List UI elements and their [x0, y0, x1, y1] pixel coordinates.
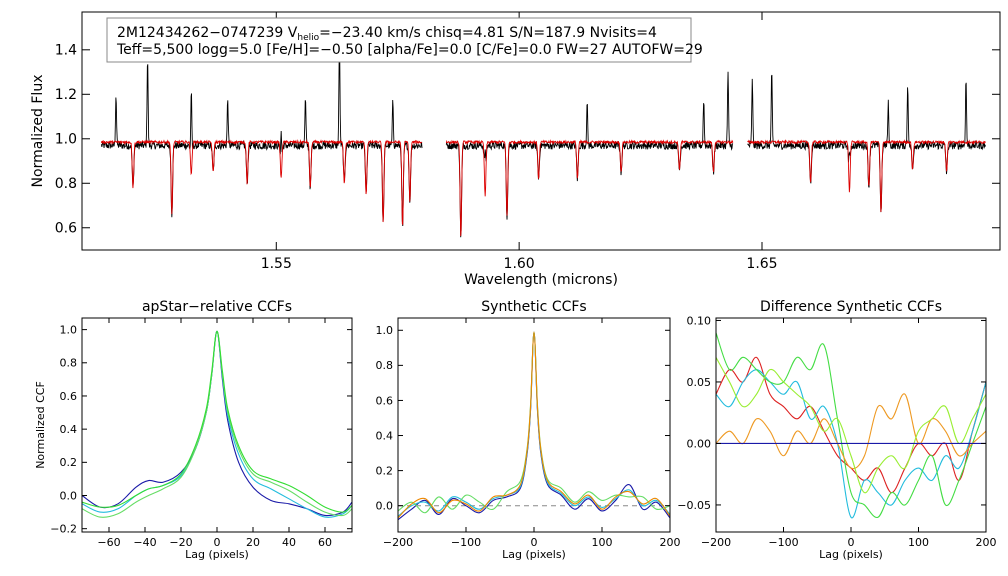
synthetic-ccf-xtick-label: 200 [660, 536, 681, 549]
apstar-ccf-series-visit-2 [82, 330, 352, 518]
difference-ccf-series-visit-3 [716, 332, 986, 519]
apstar-ccf-ylabel: Normalized CCF [34, 381, 47, 469]
synthetic-ccf-title: Synthetic CCFs [481, 299, 586, 315]
apstar-ccf-ytick-label: 0.0 [60, 489, 78, 502]
synthetic-ccf-ytick-label: 0.6 [376, 394, 394, 407]
difference-ccf-title: Difference Synthetic CCFs [760, 299, 942, 315]
spectrum-ytick-label: 0.6 [55, 221, 77, 237]
spectrum-xtick-label: 1.65 [746, 256, 777, 272]
apstar-ccf-ytick-label: 0.8 [60, 357, 78, 370]
difference-ccf-xtick-label: −100 [768, 536, 798, 549]
apstar-ccf-title: apStar−relative CCFs [142, 299, 292, 315]
difference-ccf-series-visit-5 [716, 357, 986, 494]
spectrum-xtick-label: 1.55 [261, 256, 292, 272]
synthetic-ccf-xtick-label: −200 [383, 536, 413, 549]
spectrum-series-synthetic-model [100, 139, 986, 237]
apstar-ccf-xlabel: Lag (pixels) [185, 548, 249, 561]
synthetic-ccf-xtick-label: 0 [531, 536, 538, 549]
apstar-ccf-xtick-label: −60 [97, 536, 120, 549]
spectrum-ylabel: Normalized Flux [30, 75, 46, 188]
spectrum-xlabel: Wavelength (microns) [464, 272, 618, 288]
apstar-ccf-xtick-label: 0 [214, 536, 221, 549]
spectrum-panel: 1.55 1.60 1.65 0.6 0.8 1.0 1.2 1.4 Wavelength (m… [30, 11, 1001, 288]
spectrum-ytick-label: 1.2 [55, 87, 77, 103]
synthetic-ccf-series-visit-2 [398, 331, 670, 517]
difference-ccf-data [716, 332, 986, 519]
difference-ccf-xtick-label: 100 [908, 536, 929, 549]
info-line-2: Teff=5,500 logg=5.0 [Fe/H]=−0.50 [alpha/… [116, 42, 703, 58]
vhelio-subscript: helio [297, 33, 319, 43]
synthetic-ccf-axes-frame [397, 317, 671, 533]
spectrum-series-observed [100, 37, 986, 238]
difference-ccf-xtick-label: −200 [701, 536, 731, 549]
difference-ccf-series-visit-2 [716, 369, 986, 519]
stats-text: =−23.40 km/s chisq=4.81 S/N=187.9 Nvisit… [319, 25, 657, 41]
apstar-ccf-ytick-label: 0.6 [60, 390, 78, 403]
difference-ccf-axes-frame [715, 317, 987, 533]
synthetic-ccf-ytick-label: 0.4 [376, 429, 394, 442]
spectrum-xtick-label: 1.60 [504, 256, 535, 272]
apstar-ccf-ytick-label: 0.4 [60, 423, 78, 436]
synthetic-ccf-ytick-label: 0.0 [376, 500, 394, 513]
difference-ccf-ytick-label: −0.05 [677, 499, 711, 512]
synthetic-ccf-xtick-label: 100 [592, 536, 613, 549]
apstar-ccf-ytick-label: 1.0 [60, 323, 78, 336]
synthetic-ccf-data [398, 331, 670, 521]
apstar-ccf-ytick-label: 0.2 [60, 456, 78, 469]
synthetic-ccf-ytick-label: 0.2 [376, 464, 394, 477]
synthetic-ccf-xtick-label: −100 [451, 536, 481, 549]
synthetic-ccf-series-visit-4 [398, 331, 670, 519]
synthetic-ccf-ytick-label: 0.8 [376, 359, 394, 372]
apstar-ccf-data [82, 330, 352, 518]
difference-ccf-series-visit-1 [716, 356, 986, 494]
spectrum-ytick-label: 1.4 [55, 43, 77, 59]
difference-ccf-ytick-label: 0.00 [687, 437, 712, 450]
spectrum-ytick-label: 1.0 [55, 132, 77, 148]
apstar-ccf-xtick-label: 20 [246, 536, 260, 549]
info-box-frame [106, 17, 692, 63]
apstar-ccf-xtick-label: −40 [133, 536, 156, 549]
apstar-ccf-xtick-label: 60 [318, 536, 332, 549]
apstar-ccf-series-visit-4 [82, 330, 352, 513]
difference-ccf-xtick-label: 200 [976, 536, 997, 549]
synthetic-ccf-ytick-label: 1.0 [376, 324, 394, 337]
star-id-text: 2M12434262−0747239 V [117, 25, 298, 41]
difference-ccf-panel: −200 −100 0 100 200 −0.05 0.00 0.05 0.10 Differen… [677, 299, 996, 561]
difference-ccf-ytick-label: 0.10 [687, 314, 712, 327]
synthetic-ccf-series-visit-3 [398, 331, 670, 514]
apstar-ccf-ytick-label: −0.2 [50, 523, 77, 536]
info-line-1: 2M12434262−0747239 Vhelio=−23.40 km/s ch… [117, 25, 657, 43]
apstar-ccf-series-visit-1 [82, 330, 352, 517]
info-box: 2M12434262−0747239 Vhelio=−23.40 km/s ch… [106, 17, 703, 63]
spectrum-ytick-label: 0.8 [55, 176, 77, 192]
synthetic-ccf-panel: −200 −100 0 100 200 0.0 0.2 0.4 0.6 0.8 1.0 Synthet… [376, 299, 681, 561]
synthetic-ccf-xlabel: Lag (pixels) [502, 548, 566, 561]
apstar-ccf-series-visit-3 [82, 330, 352, 518]
apstar-ccf-panel: −60 −40 −20 0 20 40 60 −0.2 0.0 0.2 0.4 0.6 0.8 1.0 ap… [34, 299, 353, 561]
spectrum-axes-frame [81, 11, 1001, 251]
difference-ccf-xlabel: Lag (pixels) [819, 548, 883, 561]
difference-ccf-xtick-label: 0 [848, 536, 855, 549]
apstar-ccf-xtick-label: 40 [282, 536, 296, 549]
difference-ccf-ytick-label: 0.05 [687, 376, 712, 389]
spectrum-data [100, 37, 986, 238]
difference-ccf-series-visit-4 [716, 393, 986, 470]
apstar-ccf-xtick-label: −20 [169, 536, 192, 549]
